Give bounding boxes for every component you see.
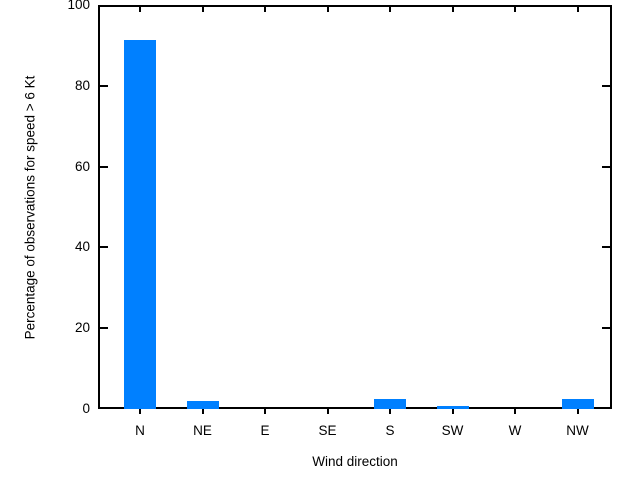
x-category-label-SW: SW xyxy=(441,423,464,438)
y-tick-right xyxy=(602,327,610,330)
x-tick-bottom xyxy=(264,409,266,414)
x-tick-bottom xyxy=(139,409,141,414)
y-tick-right xyxy=(602,165,610,168)
bar-SW xyxy=(436,406,469,409)
x-tick-top xyxy=(576,7,579,12)
x-category-label-W: W xyxy=(508,423,522,438)
x-category-label-S: S xyxy=(385,423,395,438)
x-tick-top xyxy=(514,7,516,12)
x-tick-top xyxy=(326,7,329,12)
x-tick-bottom xyxy=(514,409,516,414)
bar-NW xyxy=(561,399,594,409)
y-tick-label-60: 60 xyxy=(74,158,90,174)
bar-S xyxy=(374,399,406,409)
y-tick-label-100: 100 xyxy=(67,0,90,12)
x-tick-top xyxy=(389,7,391,12)
x-tick-top xyxy=(264,7,266,12)
x-axis-title: Wind direction xyxy=(312,454,398,469)
x-tick-top xyxy=(451,7,454,12)
y-tick-left xyxy=(100,84,108,87)
x-tick-bottom xyxy=(451,409,454,414)
x-tick-top xyxy=(201,7,204,12)
x-category-label-NW: NW xyxy=(566,423,589,438)
y-tick-label-80: 80 xyxy=(74,77,90,93)
x-category-label-N: N xyxy=(135,423,145,438)
plot-frame xyxy=(98,5,612,409)
x-category-label-E: E xyxy=(260,423,270,438)
x-tick-bottom xyxy=(201,409,204,414)
y-tick-right xyxy=(602,246,610,249)
y-tick-right xyxy=(602,84,610,87)
y-tick-label-20: 20 xyxy=(74,320,90,336)
y-tick-label-0: 0 xyxy=(82,401,90,416)
x-category-label-SE: SE xyxy=(318,423,337,438)
bar-NE xyxy=(186,401,219,409)
y-tick-left xyxy=(100,165,108,168)
x-tick-bottom xyxy=(326,409,329,414)
y-axis-title: Percentage of observations for speed > 6… xyxy=(22,75,38,340)
bar-N xyxy=(124,40,156,409)
x-tick-bottom xyxy=(389,409,391,414)
x-tick-top xyxy=(139,7,141,12)
y-tick-left xyxy=(100,246,108,249)
x-category-label-NE: NE xyxy=(193,423,212,438)
y-tick-label-40: 40 xyxy=(74,239,90,255)
y-tick-left xyxy=(100,327,108,330)
x-tick-bottom xyxy=(576,409,579,414)
